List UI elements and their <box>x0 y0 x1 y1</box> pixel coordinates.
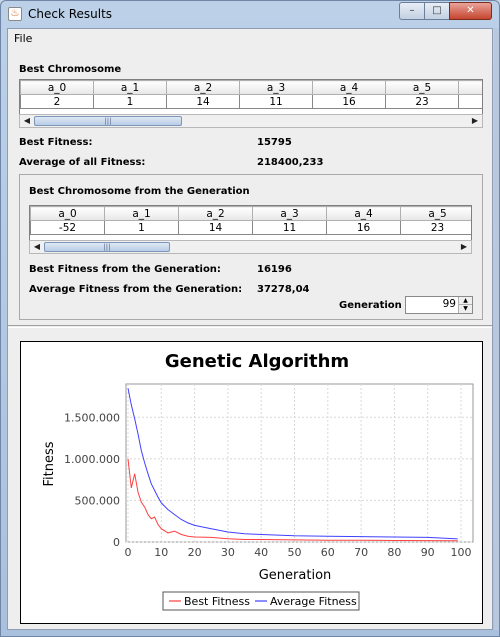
menu-file[interactable]: File <box>14 32 33 45</box>
column-header[interactable]: a_4 <box>312 80 386 95</box>
column-header[interactable]: a_3 <box>252 206 327 221</box>
average-fitness-label: Average of all Fitness: <box>19 157 146 168</box>
java-app-icon: ♨ <box>8 7 22 21</box>
table-cell[interactable] <box>458 94 482 109</box>
table-row[interactable]: -52 1 14 11 16 23 <box>30 220 471 235</box>
chart-panel: Genetic Algorithm 0 10 20 30 40 50 60 70 80 90 100… <box>20 341 483 624</box>
generation-chromosome-label: Best Chromosome from the Generation <box>29 186 250 197</box>
y-axis-label: Fitness <box>42 441 57 486</box>
scroll-right-arrow-icon[interactable]: ▶ <box>471 116 479 125</box>
column-header[interactable]: a_5 <box>385 80 459 95</box>
generation-best-fitness-label: Best Fitness from the Generation: <box>29 264 221 275</box>
generation-spinner-value[interactable]: 99 <box>442 298 456 310</box>
table-cell[interactable]: 14 <box>166 94 240 109</box>
column-header[interactable]: a_2 <box>178 206 253 221</box>
x-tick-label: 30 <box>221 546 235 559</box>
table-cell[interactable]: 16 <box>312 94 386 109</box>
table-cell[interactable]: 23 <box>400 220 471 235</box>
table-row[interactable]: 2 1 14 11 16 23 <box>20 94 482 109</box>
x-tick-label: 0 <box>125 546 132 559</box>
grid-lines <box>126 384 473 543</box>
generation-average-fitness-value: 37278,04 <box>257 284 310 295</box>
best-chromosome-table: a_0 a_1 a_2 a_3 a_4 a_5 2 1 14 11 16 23 <box>19 79 483 115</box>
column-header[interactable]: a_3 <box>239 80 313 95</box>
client-area: File Best Chromosome a_0 a_1 a_2 a_3 a_4… <box>7 28 493 630</box>
scroll-right-arrow-icon[interactable]: ▶ <box>460 242 468 251</box>
table-cell[interactable]: 11 <box>239 94 313 109</box>
menu-bar: File <box>8 29 492 49</box>
x-tick-label: 10 <box>154 546 168 559</box>
generation-best-fitness-value: 16196 <box>257 264 292 275</box>
window-title: Check Results <box>28 7 113 21</box>
best-chromosome-label: Best Chromosome <box>19 64 122 75</box>
x-tick-label: 70 <box>354 546 368 559</box>
x-tick-label: 40 <box>254 546 268 559</box>
column-header[interactable]: a_1 <box>93 80 167 95</box>
table-cell[interactable]: -52 <box>30 220 105 235</box>
generation-average-fitness-label: Average Fitness from the Generation: <box>29 284 243 295</box>
best-table-hscrollbar[interactable]: ◀ ||| ▶ <box>19 114 483 128</box>
y-tick-label: 500.000 <box>75 494 121 507</box>
table-header-row: a_0 a_1 a_2 a_3 a_4 a_5 <box>20 80 482 95</box>
generation-spinner-label: Generation <box>339 300 402 311</box>
best-fitness-label: Best Fitness: <box>19 137 93 148</box>
column-header[interactable]: a_0 <box>20 80 94 95</box>
scrollbar-thumb[interactable]: ||| <box>34 116 182 126</box>
series-lines <box>127 388 458 542</box>
chart-legend: Best Fitness Average Fitness <box>162 591 360 611</box>
column-header[interactable]: a_2 <box>166 80 240 95</box>
y-tick-label: 0 <box>113 536 120 549</box>
split-divider[interactable] <box>8 325 492 328</box>
title-bar: ♨ Check Results – □ ✕ <box>1 1 499 27</box>
window-right-border <box>494 28 499 630</box>
generation-group <box>19 174 483 320</box>
table-cell[interactable]: 23 <box>385 94 459 109</box>
x-tick-label: 80 <box>387 546 401 559</box>
column-header[interactable]: a_1 <box>104 206 179 221</box>
table-cell[interactable]: 11 <box>252 220 327 235</box>
minimize-button[interactable]: – <box>399 2 425 20</box>
legend-best-label: Best Fitness <box>184 595 250 608</box>
plot-area <box>125 383 474 543</box>
best-fitness-value: 15795 <box>257 137 292 148</box>
maximize-button[interactable]: □ <box>424 2 450 20</box>
spinner-down-arrow-icon[interactable]: ▼ <box>458 305 472 313</box>
scrollbar-thumb[interactable]: ||| <box>44 242 170 252</box>
close-button[interactable]: ✕ <box>449 2 492 20</box>
average-fitness-line <box>127 388 458 540</box>
axis-ticks: 0 10 20 30 40 50 60 70 80 90 100 0 500.000 1.000.000 1… <box>64 411 471 559</box>
spinner-up-arrow-icon[interactable]: ▲ <box>458 297 472 305</box>
y-tick-label: 1.000.000 <box>64 453 120 466</box>
table-header-row: a_0 a_1 a_2 a_3 a_4 a_5 <box>30 206 471 221</box>
generation-table-hscrollbar[interactable]: ◀ ||| ▶ <box>29 240 472 254</box>
x-tick-label: 20 <box>188 546 202 559</box>
x-tick-label: 100 <box>451 546 472 559</box>
column-header[interactable] <box>458 80 482 95</box>
table-cell[interactable]: 1 <box>93 94 167 109</box>
x-axis-label: Generation <box>259 568 332 583</box>
column-header[interactable]: a_5 <box>400 206 471 221</box>
best-fitness-line <box>127 458 458 542</box>
scroll-left-arrow-icon[interactable]: ◀ <box>23 116 31 125</box>
column-header[interactable]: a_4 <box>326 206 401 221</box>
table-cell[interactable]: 16 <box>326 220 401 235</box>
fitness-chart: Genetic Algorithm 0 10 20 30 40 50 60 70 80 90 100… <box>42 351 474 611</box>
table-cell[interactable]: 2 <box>20 94 94 109</box>
generation-chromosome-table: a_0 a_1 a_2 a_3 a_4 a_5 -52 1 14 11 16 2… <box>29 205 472 241</box>
scroll-left-arrow-icon[interactable]: ◀ <box>33 242 41 251</box>
chart-title: Genetic Algorithm <box>165 351 349 372</box>
table-cell[interactable]: 1 <box>104 220 179 235</box>
average-fitness-value: 218400,233 <box>257 157 324 168</box>
x-tick-label: 60 <box>321 546 335 559</box>
legend-average-label: Average Fitness <box>270 595 357 608</box>
x-tick-label: 90 <box>421 546 435 559</box>
generation-spinner[interactable]: 99 ▲ ▼ <box>405 296 473 314</box>
y-tick-label: 1.500.000 <box>64 411 120 424</box>
table-cell[interactable]: 14 <box>178 220 253 235</box>
column-header[interactable]: a_0 <box>30 206 105 221</box>
x-tick-label: 50 <box>288 546 302 559</box>
